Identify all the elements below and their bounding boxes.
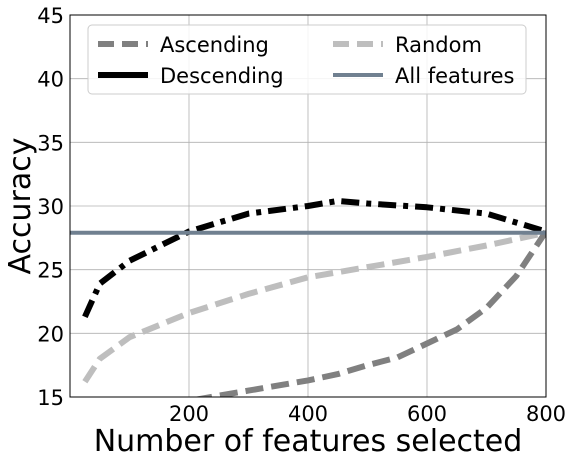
x-tick-label: 400 (288, 402, 328, 426)
y-tick-label: 25 (37, 259, 64, 283)
y-tick-label: 35 (37, 131, 64, 155)
series-line-random (82, 229, 546, 384)
legend-label: Descending (160, 64, 284, 88)
legend-box (87, 24, 527, 95)
y-axis-label: Accuracy (3, 138, 38, 275)
y-tick-label: 20 (37, 322, 64, 346)
y-tick-label: 30 (37, 195, 64, 219)
series-layer (70, 197, 546, 397)
x-axis-label: Number of features selected (94, 424, 523, 459)
x-tick-label: 800 (526, 402, 566, 426)
legend-label: All features (395, 64, 514, 88)
legend: Ascending Random Descending All features (87, 24, 527, 95)
x-tick-label: 200 (169, 402, 209, 426)
legend-label: Random (395, 33, 482, 57)
y-tick-label: 40 (37, 68, 64, 92)
y-tick-label: 45 (37, 4, 64, 28)
series-line-descending (82, 197, 546, 319)
plot-frame (69, 14, 547, 398)
tick-labels: 200 400 600 800 15 20 25 30 35 40 45 (37, 4, 566, 426)
x-tick-label: 600 (407, 402, 447, 426)
y-tick-label: 15 (37, 386, 64, 410)
legend-label: Ascending (160, 33, 269, 57)
